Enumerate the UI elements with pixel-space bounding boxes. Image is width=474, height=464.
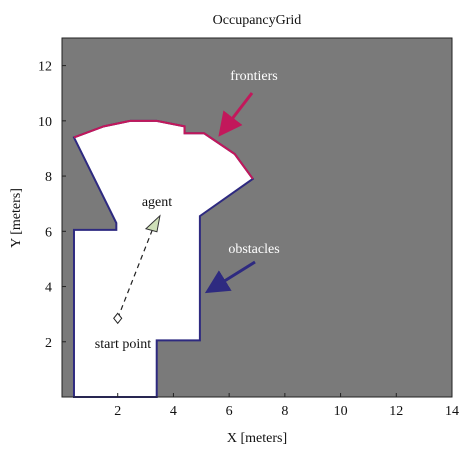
annotation-arrow: [204, 260, 256, 294]
annotation: obstacles: [228, 242, 279, 257]
y-tick-label: 12: [38, 60, 52, 75]
x-tick-label: 6: [226, 404, 233, 419]
y-tick-label: 2: [45, 336, 52, 351]
frontier: [73, 119, 254, 180]
x-tick-label: 12: [389, 404, 403, 419]
y-tick-label: 8: [45, 170, 52, 185]
agent: [144, 214, 161, 233]
chart-title: OccupancyGrid: [213, 13, 302, 28]
plot-area: [62, 38, 452, 398]
y-axis-label: Y [meters]: [9, 188, 24, 248]
axes-frame: [61, 37, 453, 398]
y-tick-label: 4: [45, 281, 52, 296]
x-tick-label: 4: [170, 404, 177, 419]
path-line: [117, 225, 155, 319]
y-tick-label: 10: [38, 115, 52, 130]
annotation: frontiers: [230, 69, 277, 84]
annotation: agent: [142, 195, 172, 210]
annotation: start point: [95, 337, 151, 352]
x-tick-label: 2: [114, 404, 121, 419]
x-tick-label: 14: [445, 404, 459, 419]
start-point: [113, 312, 123, 325]
x-tick-label: 8: [281, 404, 288, 419]
y-tick-label: 6: [45, 225, 52, 240]
annotation-arrow: [218, 92, 254, 137]
x-tick-label: 10: [334, 404, 348, 419]
x-axis-label: X [meters]: [227, 431, 287, 446]
